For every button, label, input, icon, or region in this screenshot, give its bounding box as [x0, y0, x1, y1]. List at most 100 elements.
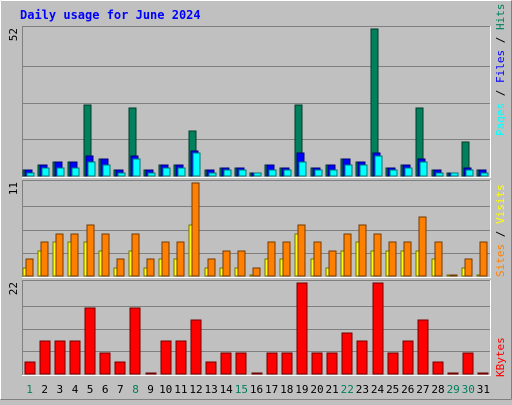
bar-kbytes-day-21 [326, 352, 338, 375]
bar-pages-day-28 [435, 172, 444, 177]
x-tick-label: 31 [477, 383, 490, 396]
bar-pages-day-10 [162, 167, 171, 177]
legend-group-3: KBytes [494, 337, 507, 377]
bar-kbytes-day-8 [129, 307, 141, 375]
x-tick-label: 23 [356, 383, 369, 396]
legend-item: KBytes [494, 337, 507, 377]
bar-pages-day-8 [132, 158, 141, 177]
x-tick-label: 29 [447, 383, 460, 396]
bar-pages-day-3 [56, 167, 65, 177]
panels-layer: 52 11 22 [7, 26, 491, 376]
bar-kbytes-day-13 [205, 361, 217, 375]
x-tick-label: 1 [26, 383, 33, 396]
bar-sites-day-12 [191, 182, 200, 277]
x-tick-label: 24 [371, 383, 385, 396]
x-tick-label: 3 [56, 383, 63, 396]
bar-sites-day-9 [146, 258, 155, 277]
x-axis-labels: 1 2 3 4 5 6 7 8 9 10 11 12 13 14 15 16 17 18 19 20 21 22 23 24 2… [26, 383, 490, 396]
legend-item: / [494, 224, 507, 244]
bar-pages-day-22 [344, 164, 353, 177]
legend-item: Pages [494, 103, 507, 136]
bar-pages-day-16 [253, 172, 262, 177]
bar-sites-day-22 [343, 233, 352, 277]
bar-sites-day-17 [267, 241, 276, 277]
bar-kbytes-day-28 [432, 361, 444, 375]
bar-sites-day-29 [449, 274, 458, 277]
bar-kbytes-day-24 [372, 282, 384, 375]
bar-pages-day-18 [283, 169, 292, 177]
legend-group-1: Pages / Files / Hits [494, 4, 507, 137]
x-tick-label: 26 [401, 383, 414, 396]
bar-sites-day-18 [282, 241, 291, 277]
x-tick-label: 8 [132, 383, 139, 396]
bar-kbytes-day-19 [296, 282, 308, 375]
x-tick-label: 6 [102, 383, 109, 396]
bar-pages-day-11 [177, 167, 186, 177]
x-tick-label: 21 [325, 383, 338, 396]
bar-sites-day-20 [313, 241, 322, 277]
panel-hits-files-pages: 52 [7, 26, 491, 178]
x-tick-label: 28 [431, 383, 444, 396]
x-tick-label: 9 [147, 383, 154, 396]
bar-kbytes-day-30 [462, 352, 474, 375]
bar-kbytes-day-6 [99, 352, 111, 375]
legend-item: Files [494, 50, 507, 83]
bar-sites-day-16 [252, 267, 261, 277]
bar-kbytes-day-23 [356, 340, 368, 375]
bar-sites-day-21 [328, 250, 337, 277]
bar-pages-day-12 [192, 152, 201, 177]
bar-sites-day-23 [358, 224, 367, 277]
bar-kbytes-day-5 [84, 307, 96, 375]
bar-kbytes-day-1 [24, 361, 36, 375]
bar-kbytes-day-31 [477, 372, 489, 375]
bar-pages-day-21 [329, 169, 338, 177]
panel-kbytes: 22 [7, 280, 491, 376]
bar-sites-day-11 [176, 241, 185, 277]
bar-kbytes-day-2 [39, 340, 51, 375]
bar-kbytes-day-18 [281, 352, 293, 375]
bar-kbytes-day-16 [251, 372, 263, 375]
y-max-label: 52 [7, 28, 20, 41]
bar-kbytes-day-11 [175, 340, 187, 375]
x-tick-label: 30 [462, 383, 475, 396]
bar-sites-day-7 [116, 258, 125, 277]
bar-sites-day-31 [479, 241, 488, 277]
bar-pages-day-6 [102, 164, 111, 177]
panel-visits-sites: 11 [7, 180, 491, 278]
bar-sites-day-5 [86, 224, 95, 277]
bar-pages-day-25 [389, 169, 398, 177]
bar-kbytes-day-20 [311, 352, 323, 375]
bar-pages-day-27 [419, 161, 428, 177]
bar-pages-day-20 [314, 169, 323, 177]
bar-pages-day-4 [71, 167, 80, 177]
chart-title: Daily usage for June 2024 [20, 8, 201, 22]
bar-pages-day-26 [404, 167, 413, 177]
bar-pages-day-30 [465, 169, 474, 177]
bar-sites-day-3 [55, 233, 64, 277]
bar-kbytes-day-25 [387, 352, 399, 375]
legend-item: / [494, 30, 507, 50]
bar-sites-day-15 [237, 250, 246, 277]
bar-sites-day-2 [40, 241, 49, 277]
bar-sites-day-10 [161, 241, 170, 277]
bar-kbytes-day-9 [145, 372, 157, 375]
bar-sites-day-8 [131, 233, 140, 277]
bar-pages-day-31 [480, 172, 489, 177]
bar-pages-day-17 [268, 169, 277, 177]
bar-pages-day-23 [359, 164, 368, 177]
bar-kbytes-day-7 [114, 361, 126, 375]
bar-pages-day-13 [208, 172, 217, 177]
bar-pages-day-7 [117, 172, 126, 177]
bar-pages-day-29 [450, 172, 459, 177]
x-tick-label: 12 [189, 383, 202, 396]
bar-kbytes-day-4 [69, 340, 81, 375]
x-tick-label: 5 [87, 383, 94, 396]
bar-pages-day-19 [298, 161, 307, 177]
bar-pages-day-15 [238, 169, 247, 177]
bar-pages-day-9 [147, 172, 156, 177]
bar-kbytes-day-17 [266, 352, 278, 375]
bar-kbytes-day-22 [341, 332, 353, 375]
x-tick-label: 22 [341, 383, 354, 396]
bar-pages-day-14 [223, 169, 232, 177]
